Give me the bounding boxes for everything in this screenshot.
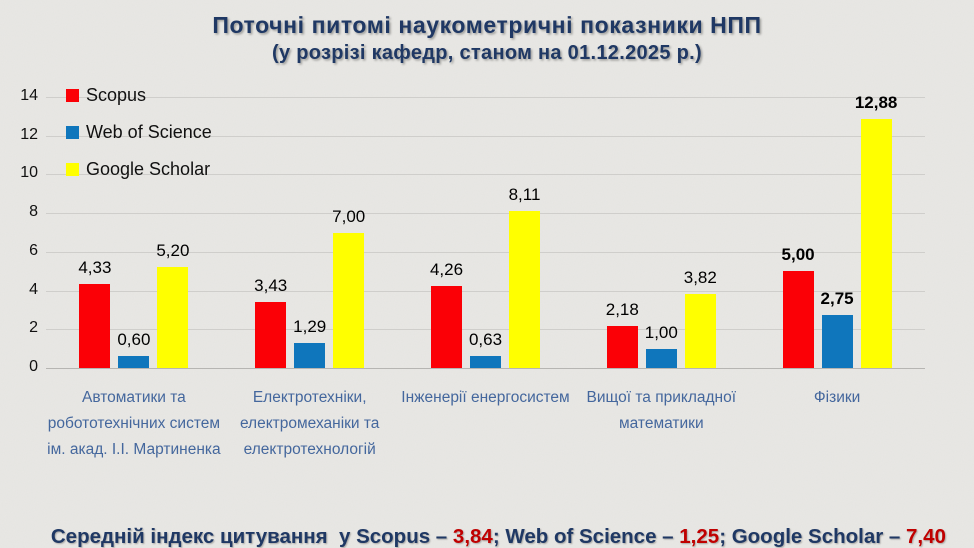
y-axis-tick-label: 12 [20, 125, 38, 143]
footer-text: Середній індекс цитування у Scopus – [50, 525, 453, 548]
bar-value-label: 1,29 [293, 317, 327, 337]
y-axis-tick-label: 6 [29, 241, 38, 259]
bar-web-of-science-group-5 [821, 314, 853, 368]
category-axis-label: Вищої та прикладної математики [586, 389, 737, 432]
x-axis-line [46, 368, 925, 369]
bar-value-label: 5,00 [781, 245, 815, 265]
bar-value-label: 7,00 [332, 206, 366, 226]
legend-label-web-of-science: Web of Science [86, 121, 212, 142]
legend-swatch-web-of-science [66, 125, 79, 139]
bar-google-scholar-group-1 [157, 267, 189, 368]
bar-scopus-group-1 [79, 284, 111, 368]
legend-item-web-of-science: Web of Science [66, 120, 212, 144]
bar-scopus-group-5 [782, 271, 814, 368]
category-axis-label: Автоматики та робототехнічних систем ім.… [47, 389, 221, 458]
legend-swatch-google-scholar [66, 162, 79, 176]
footer-scholar-average: 7,40 [906, 525, 946, 548]
footer-text: ; Google Scholar – [719, 525, 906, 548]
bar-google-scholar-group-2 [333, 232, 365, 368]
bar-google-scholar-group-5 [860, 118, 892, 368]
bar-web-of-science-group-3 [470, 355, 501, 368]
legend-item-scopus: Scopus [66, 83, 212, 107]
legend-label-google-scholar: Google Scholar [86, 158, 211, 179]
bar-value-label: 0,63 [468, 329, 503, 349]
category-axis-label: Електротехніки, електромеханіки та елект… [239, 389, 380, 458]
legend-item-google-scholar: Google Scholar [66, 157, 212, 181]
y-axis-tick-label: 4 [29, 280, 38, 298]
bar-value-label: 4,33 [78, 258, 112, 278]
bar-value-label: 2,18 [605, 299, 639, 319]
bar-web-of-science-group-1 [118, 356, 150, 368]
bar-web-of-science-group-4 [645, 348, 677, 368]
footer-text: ; Web of Science – [492, 525, 680, 548]
bar-value-label: 3,82 [683, 268, 717, 288]
bar-scopus-group-3 [431, 285, 462, 368]
bar-value-label: 2,75 [820, 288, 854, 308]
y-axis-tick-label: 2 [29, 319, 38, 337]
chart-title-block: Поточні питомі наукометричні показники Н… [0, 12, 974, 65]
y-axis-tick-label: 10 [20, 164, 38, 182]
bar-value-label: 12,88 [854, 92, 898, 112]
bar-value-label: 0,60 [117, 330, 151, 350]
footer-scopus-average: 3,84 [452, 525, 493, 548]
bar-value-label: 8,11 [508, 185, 541, 204]
bar-value-label: 5,20 [156, 241, 190, 261]
footer-summary: Середній індекс цитування у Scopus – 3,8… [0, 501, 974, 548]
gridline [46, 213, 925, 215]
category-axis-label: Фізики [813, 389, 861, 406]
y-axis-tick-label: 0 [29, 358, 38, 375]
chart-subtitle: (у розрізі кафедр, станом на 01.12.2025 … [272, 42, 702, 64]
category-axis-label: Інженерії енергосистем [401, 389, 570, 406]
footer-wos-average: 1,25 [679, 525, 720, 548]
legend-swatch-scopus [66, 88, 79, 102]
chart-title: Поточні питомі наукометричні показники Н… [212, 12, 762, 38]
bar-value-label: 1,00 [644, 322, 678, 342]
bar-web-of-science-group-2 [294, 343, 326, 368]
legend-label-scopus: Scopus [86, 84, 147, 105]
chart-legend: Scopus Web of Science Google Scholar [66, 83, 212, 194]
y-axis-tick-label: 14 [20, 87, 38, 104]
y-axis-tick-label: 8 [29, 203, 38, 221]
bar-value-label: 4,26 [429, 259, 464, 279]
bar-value-label: 3,43 [254, 275, 288, 295]
